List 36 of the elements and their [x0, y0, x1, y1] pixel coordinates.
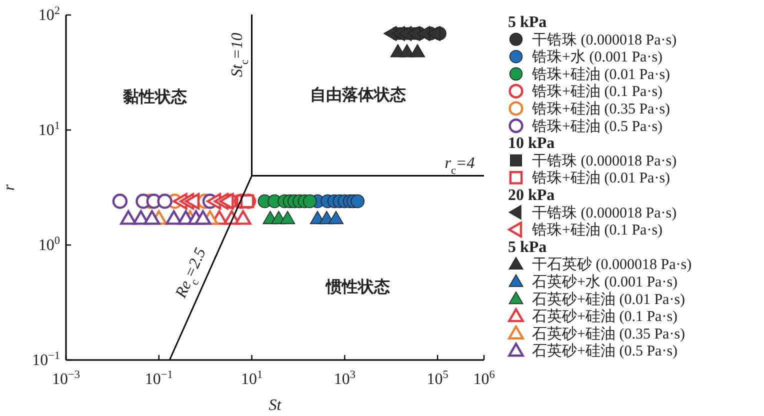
y-tick-label: 10$^{1}$	[38, 120, 60, 139]
legend-label: 石英砂+硅油 (0.35 Pa·s)	[532, 325, 686, 342]
text: 20 kPa	[508, 187, 555, 204]
y-tick-label: 10$^{−1}$	[32, 350, 60, 369]
text: 10 kPa	[508, 135, 555, 152]
y-axis-title: r	[1, 184, 18, 191]
legend-label: 锆珠+硅油 (0.1 Pa·s)	[531, 222, 663, 239]
x-tick-label: 10$^{−1}$	[144, 369, 173, 388]
x-tick-label: 10$^{5}$	[426, 369, 449, 388]
x-axis-title: St	[268, 397, 282, 414]
x-tick-label: 10$^{1}$	[240, 369, 263, 388]
text: 5 kPa	[508, 14, 547, 31]
legend-label: 锆珠+硅油 (0.1 Pa·s)	[531, 83, 663, 100]
legend-label: 干石英砂 (0.000018 Pa·s)	[532, 256, 692, 274]
text: 5 kPa	[508, 238, 547, 256]
legend-label: 石英砂+水 (0.001 Pa·s)	[532, 274, 678, 290]
legend-label: 锆珠+硅油 (0.5 Pa·s)	[531, 118, 663, 135]
annotation: 惯性状态	[325, 278, 390, 296]
legend-label: 锆珠+硅油 (0.01 Pa·s)	[531, 170, 670, 187]
legend-label: 石英砂+硅油 (0.01 Pa·s)	[532, 290, 686, 308]
legend-label: 石英砂+硅油 (0.1 Pa·s)	[532, 308, 678, 326]
legend-label: 锆珠+硅油 (0.01 Pa·s)	[531, 66, 670, 83]
legend-label: 锆珠+水 (0.001 Pa·s)	[531, 48, 663, 66]
y-tick-label: 10$^{0}$	[38, 235, 60, 254]
legend-label: 锆珠+硅油 (0.35 Pa·s)	[531, 100, 670, 118]
x-tick-label: 10$^{6}$	[473, 369, 496, 388]
legend-label: 干锆珠 (0.000018 Pa·s)	[532, 204, 677, 222]
x-tick-label: 10$^{3}$	[334, 369, 356, 388]
annotation: 自由落体状态	[310, 86, 406, 104]
x-tick-label: 10$^{−3}$	[52, 369, 80, 388]
annotation: r$_{c}$=4	[444, 154, 475, 177]
legend-label: 石英砂+硅油 (0.5 Pa·s)	[532, 342, 678, 360]
y-tick-label: 10$^{2}$	[38, 5, 60, 24]
legend-label: 干锆珠 (0.000018 Pa·s)	[532, 31, 677, 48]
annotation: 黏性状态	[122, 88, 187, 106]
legend-label: 干锆珠 (0.000018 Pa·s)	[532, 152, 677, 170]
